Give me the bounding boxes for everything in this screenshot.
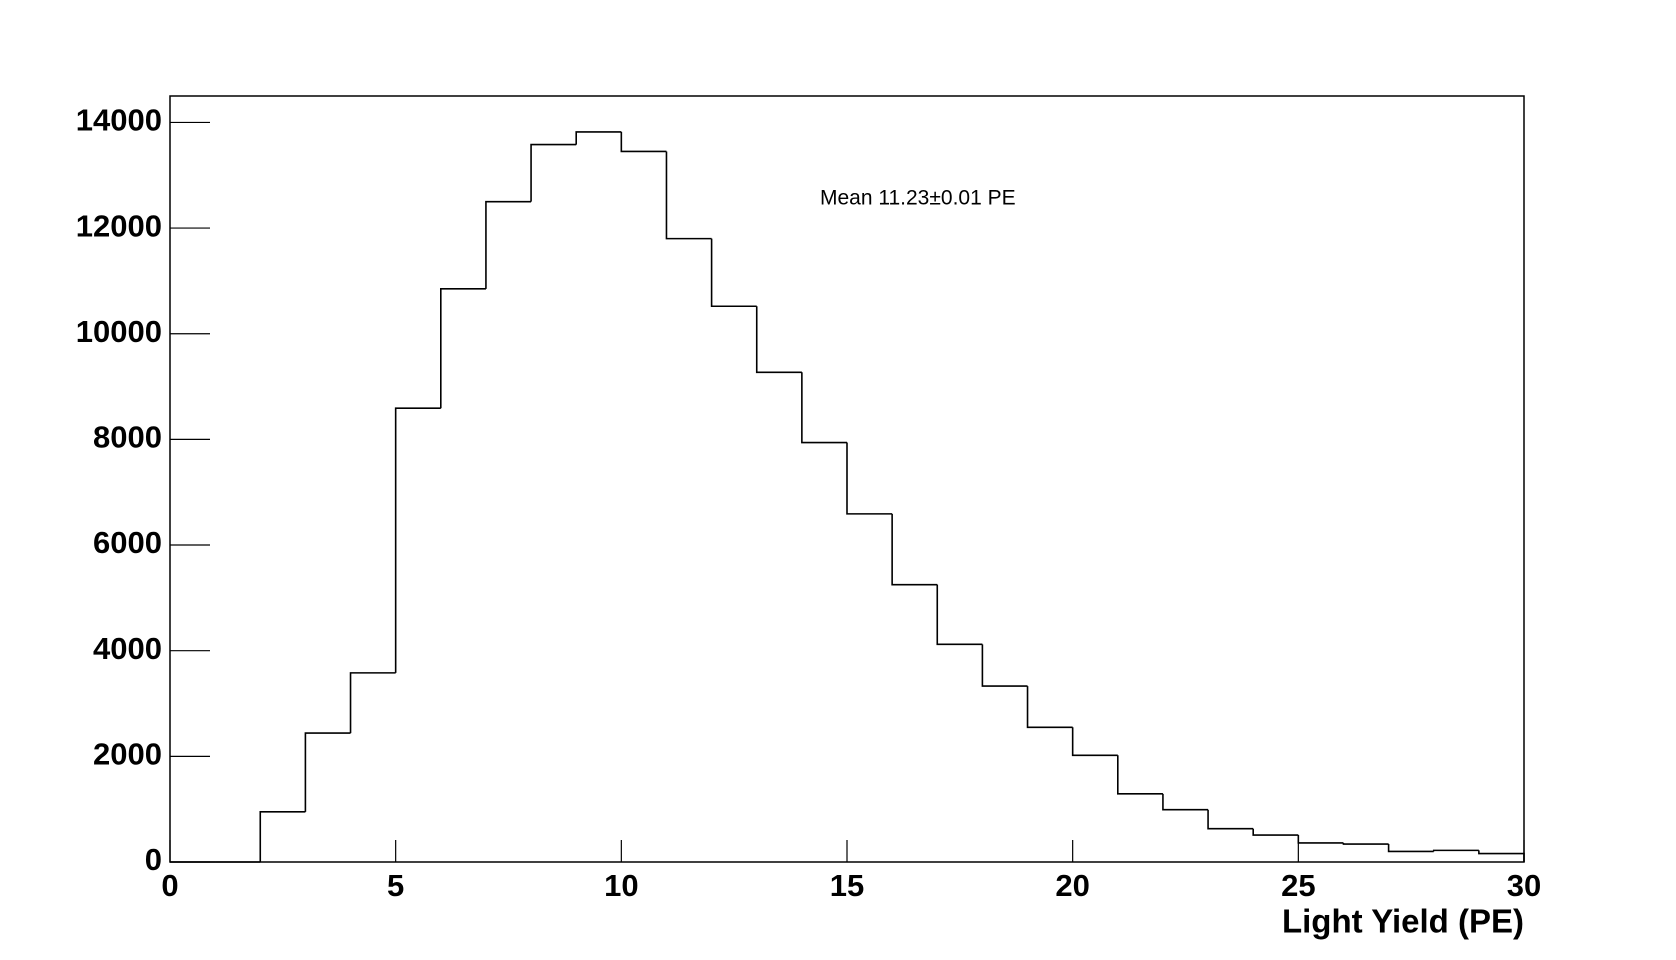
bar xyxy=(755,306,802,374)
x-axis-label: Light Yield (PE) xyxy=(1282,903,1524,940)
bar xyxy=(891,513,938,586)
bar xyxy=(485,200,532,289)
x-tick-label: 25 xyxy=(1281,868,1315,903)
bar xyxy=(1297,835,1344,844)
y-tick-label: 2000 xyxy=(93,737,162,772)
x-tick-label: 5 xyxy=(387,868,404,903)
y-tick-label: 8000 xyxy=(93,420,162,455)
y-tick-label: 4000 xyxy=(93,631,162,666)
bar xyxy=(936,584,983,646)
x-tick-label: 15 xyxy=(830,868,864,903)
bar xyxy=(846,442,893,515)
bar xyxy=(1207,809,1254,830)
y-tick-label: 14000 xyxy=(76,103,162,138)
bar xyxy=(530,143,577,202)
bar xyxy=(1026,686,1073,729)
bar xyxy=(665,151,712,240)
bar xyxy=(349,672,396,734)
bar xyxy=(1432,849,1479,852)
bar xyxy=(1252,828,1299,836)
x-tick-label: 20 xyxy=(1055,868,1089,903)
y-tick-label: 6000 xyxy=(93,525,162,560)
bar xyxy=(259,811,306,862)
bar xyxy=(1387,844,1434,853)
x-tick-label: 30 xyxy=(1507,868,1541,903)
bar xyxy=(620,131,667,153)
bar xyxy=(1071,727,1118,757)
bar xyxy=(801,372,847,444)
x-tick-label: 0 xyxy=(161,868,178,903)
bar xyxy=(440,288,486,409)
bar xyxy=(981,644,1028,687)
bar xyxy=(1117,755,1163,795)
bar xyxy=(575,131,622,145)
bar xyxy=(1162,793,1209,811)
bar xyxy=(304,732,351,812)
bar xyxy=(1342,842,1389,845)
x-tick-label: 10 xyxy=(604,868,638,903)
y-tick-label: 0 xyxy=(145,842,162,877)
bar xyxy=(394,407,441,673)
annotation: Mean 11.23±0.01 PE xyxy=(820,187,1016,210)
y-tick-label: 12000 xyxy=(76,208,162,243)
y-tick-label: 10000 xyxy=(76,314,162,349)
bar xyxy=(710,238,757,308)
bar xyxy=(1478,850,1525,862)
